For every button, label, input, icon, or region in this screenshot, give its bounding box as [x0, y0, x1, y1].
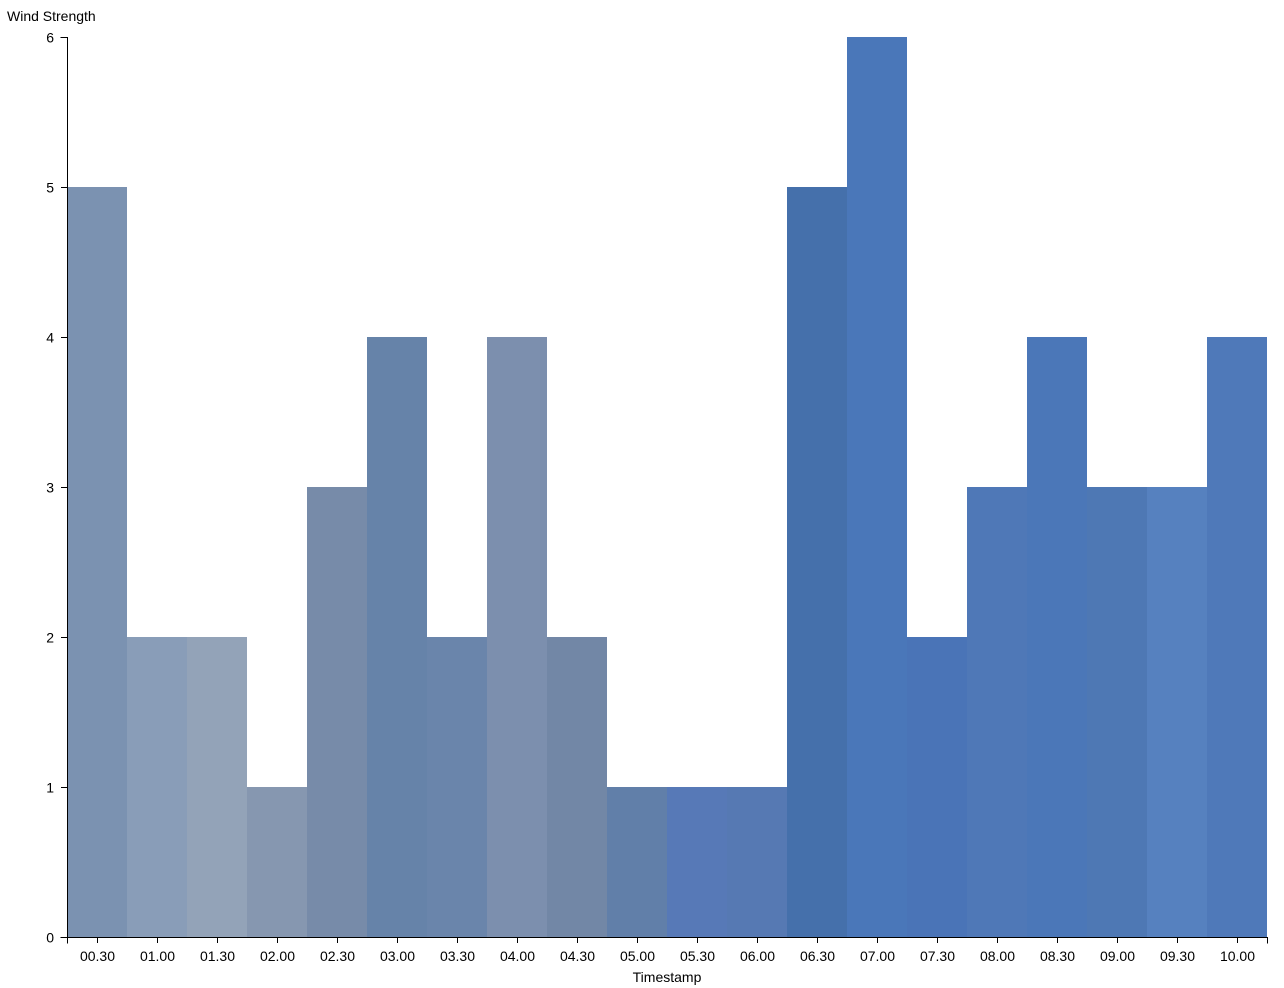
x-tick-label: 05.00 [620, 948, 655, 964]
x-tick-label: 09.00 [1100, 948, 1135, 964]
bars-group [67, 37, 1267, 937]
x-tick-label: 05.30 [680, 948, 715, 964]
bar-10.00 [1207, 337, 1267, 937]
bar-04.00 [487, 337, 547, 937]
y-axis: 0 1 2 3 4 5 6 [46, 30, 68, 946]
bar-01.30 [187, 637, 247, 937]
x-tick-label: 10.00 [1220, 948, 1255, 964]
bar-03.00 [367, 337, 427, 937]
bar-02.30 [307, 487, 367, 937]
x-tick-label: 09.30 [1160, 948, 1195, 964]
x-tick-label: 04.30 [560, 948, 595, 964]
y-tick-label: 4 [46, 330, 54, 346]
bar-09.00 [1087, 487, 1147, 937]
bar-09.30 [1147, 487, 1207, 937]
y-tick-label: 5 [46, 180, 54, 196]
x-tick-label: 06.00 [740, 948, 775, 964]
y-tick-label: 2 [46, 630, 54, 646]
bar-05.30 [667, 787, 727, 937]
x-tick-label: 01.30 [200, 948, 235, 964]
bar-06.00 [727, 787, 787, 937]
x-axis-line [67, 937, 1268, 944]
x-tick-label: 06.30 [800, 948, 835, 964]
y-tick-label: 3 [46, 480, 54, 496]
x-tick-label: 03.00 [380, 948, 415, 964]
bar-08.00 [967, 487, 1027, 937]
bar-02.00 [247, 787, 307, 937]
bar-07.30 [907, 637, 967, 937]
x-tick-label: 08.30 [1040, 948, 1075, 964]
x-tick-label: 02.00 [260, 948, 295, 964]
y-tick-label: 0 [46, 930, 54, 946]
bar-01.00 [127, 637, 187, 937]
x-axis: 00.30 01.00 01.30 02.00 02.30 03.00 03.30 04.00… [67, 937, 1268, 964]
bar-04.30 [547, 637, 607, 937]
bar-05.00 [607, 787, 667, 937]
bar-06.30 [787, 187, 847, 937]
x-tick-label: 04.00 [500, 948, 535, 964]
x-tick-label: 01.00 [140, 948, 175, 964]
x-tick-label: 07.00 [860, 948, 895, 964]
x-tick-label: 02.30 [320, 948, 355, 964]
y-tick-label: 6 [46, 30, 54, 46]
y-tick-label: 1 [46, 780, 54, 796]
x-tick-label: 08.00 [980, 948, 1015, 964]
bar-00.30 [67, 187, 127, 937]
y-axis-title: Wind Strength [7, 8, 96, 24]
x-axis-title: Timestamp [633, 969, 702, 985]
bar-07.00 [847, 37, 907, 937]
x-tick-label: 07.30 [920, 948, 955, 964]
x-tick-label: 00.30 [80, 948, 115, 964]
bar-03.30 [427, 637, 487, 937]
x-tick-label: 03.30 [440, 948, 475, 964]
bar-08.30 [1027, 337, 1087, 937]
